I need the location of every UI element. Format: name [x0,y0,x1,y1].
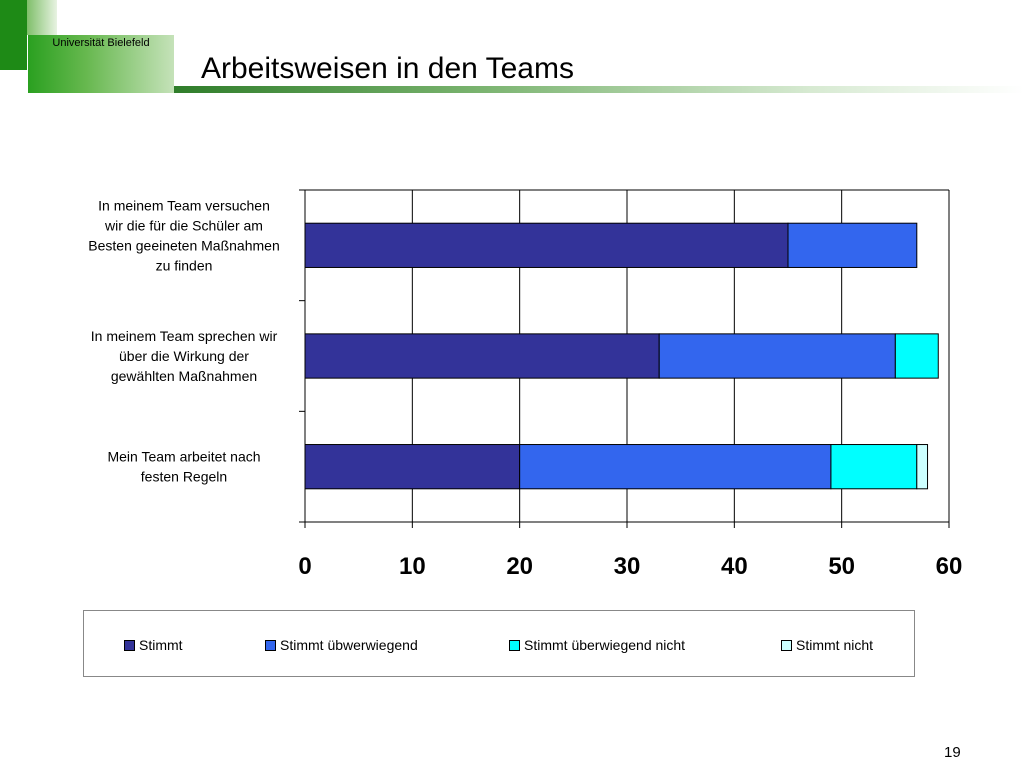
bar-segment [830,444,918,490]
legend-label: Stimmt nicht [796,637,874,653]
bar-segment [519,444,832,490]
legend-label: Stimmt übwerwiegend [280,637,418,653]
category-label: zu finden [156,257,213,273]
bar-segment [304,444,521,490]
x-tick-label: 20 [506,553,533,580]
x-tick-label: 60 [936,553,963,580]
category-label: festen Regeln [141,469,227,485]
x-tick-label: 30 [614,553,641,580]
slide-title: Arbeitsweisen in den Teams [201,52,574,85]
category-label: In meinem Team sprechen wir [91,328,278,344]
legend-label: Stimmt [139,637,183,653]
bar-segment [304,333,660,379]
legend-item: Stimmt übwerwiegend [265,637,418,653]
legend-swatch [124,639,135,651]
header-divider-line [174,86,1024,93]
stacked-bar-chart: 0 10 20 30 40 50 60 In meinem Team versuchen wir… [88,189,963,580]
category-label: über die Wirkung der [119,348,249,364]
bar-segment [787,222,918,268]
university-name: Universität Bielefeld [52,37,150,49]
x-tick-label: 40 [721,553,748,580]
x-tick-label: 50 [828,553,855,580]
chart-legend: Stimmt Stimmt übwerwiegend Stimmt überwieg… [83,610,915,677]
bar-segment [894,333,939,379]
legend-item: Stimmt überwiegend nicht [509,637,685,653]
header-decoration-gradient [27,0,57,35]
page-number: 19 [944,744,961,761]
legend-item: Stimmt [124,637,183,653]
legend-swatch [781,639,792,651]
legend-label: Stimmt überwiegend nicht [524,637,686,653]
header-decoration-block [0,0,27,70]
category-label: gewählten Maßnahmen [111,368,257,384]
bar-segment [658,333,896,379]
university-logo-box [28,35,174,93]
bar-segment [304,222,789,268]
category-label: Mein Team arbeitet nach [107,449,260,465]
legend-swatch [509,639,520,651]
bar-segment [916,444,929,490]
category-label: Besten geeineten Maßnahmen [88,237,279,253]
x-tick-label: 10 [399,553,426,580]
legend-swatch [265,639,276,651]
legend-item: Stimmt nicht [781,637,873,653]
x-tick-label: 0 [298,553,311,580]
category-label: In meinem Team versuchen [98,197,270,213]
category-label: wir die für die Schüler am [104,217,263,233]
